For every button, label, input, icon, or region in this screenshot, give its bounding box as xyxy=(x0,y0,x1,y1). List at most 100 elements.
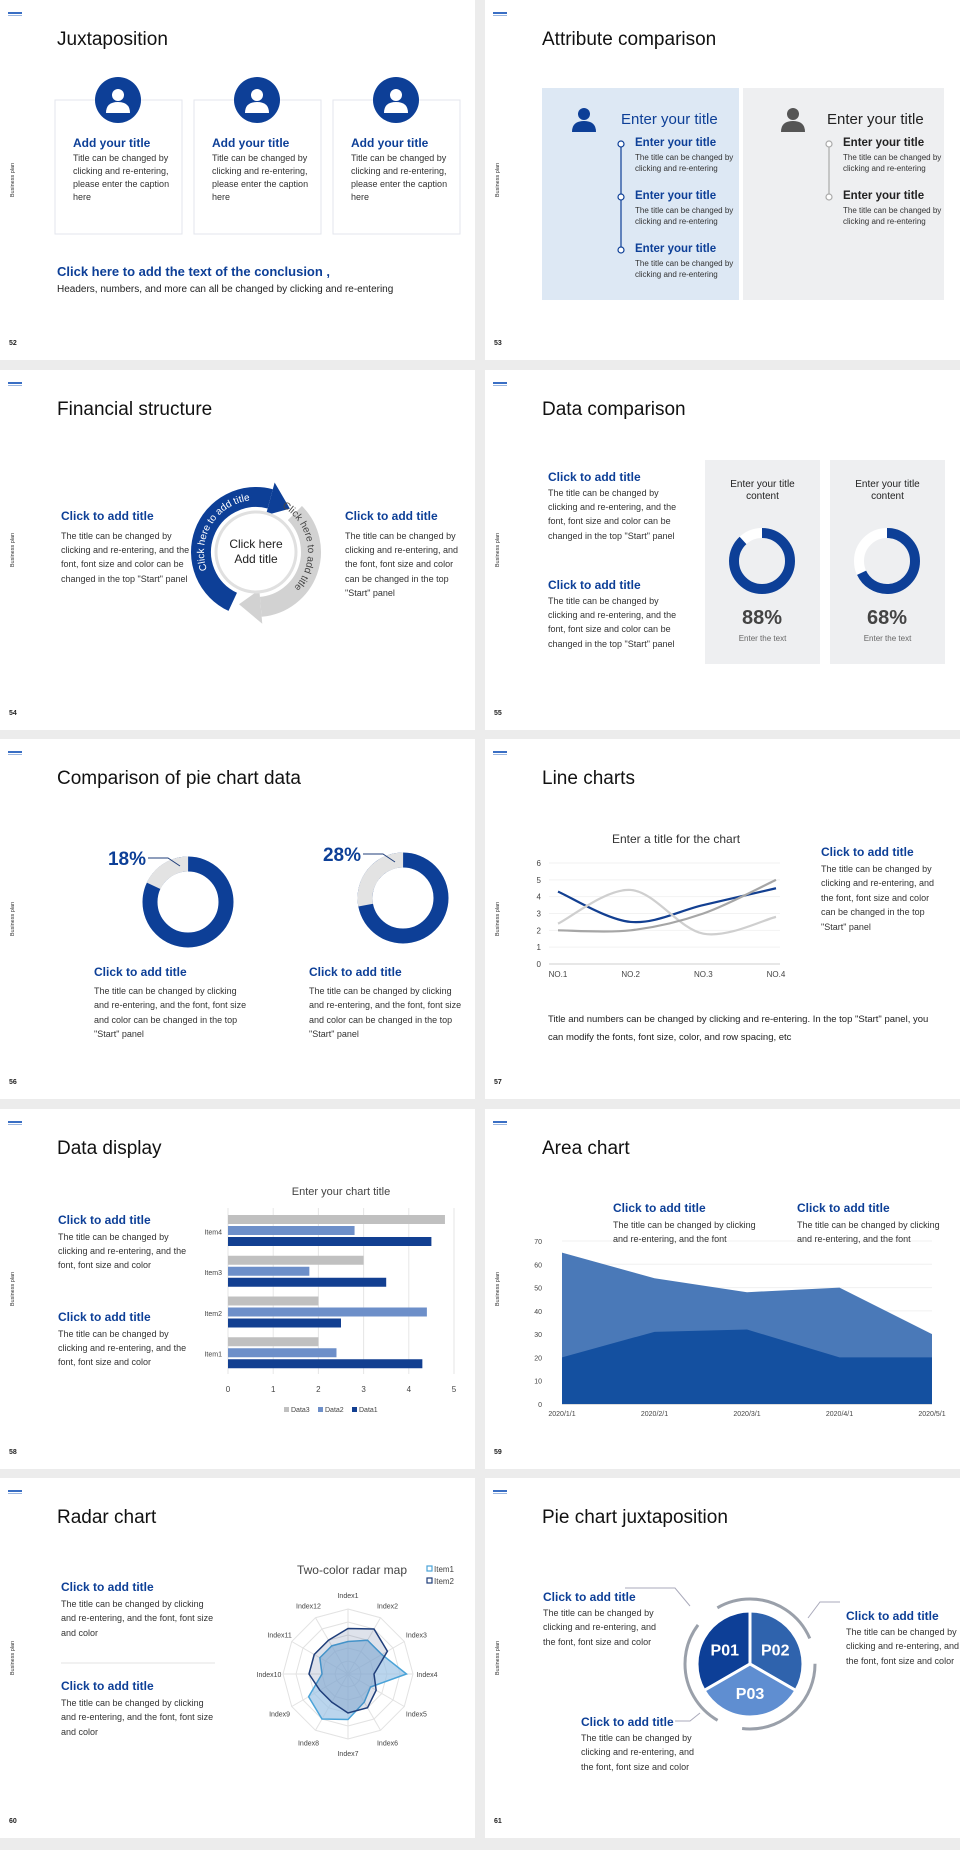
block-text: The title can be changed by clicking and… xyxy=(543,1608,657,1647)
block-title: Click to add title xyxy=(613,1200,706,1215)
icon-body xyxy=(106,102,130,113)
block-text: The title can be changed by clicking and… xyxy=(548,487,677,541)
x-tick-label: NO.3 xyxy=(694,970,713,979)
item-dot xyxy=(825,140,833,148)
y-tick-label: 10 xyxy=(534,1378,542,1385)
logo xyxy=(8,754,22,755)
conclusion-text: Headers, numbers, and more can all be ch… xyxy=(57,284,394,295)
side-label: Business plan xyxy=(495,163,501,197)
logo xyxy=(493,1123,507,1125)
slide-title: Data display xyxy=(57,1137,162,1159)
radar-label: Index8 xyxy=(298,1740,319,1747)
cycle-center xyxy=(214,510,298,593)
legend-swatch xyxy=(284,1406,289,1412)
side-label: Business plan xyxy=(495,1271,501,1305)
radar-label: Index3 xyxy=(406,1633,427,1640)
logo xyxy=(8,1490,22,1492)
x-tick-label: 2020/5/1 xyxy=(918,1411,945,1418)
x-tick-label: 0 xyxy=(226,1385,231,1394)
logo xyxy=(493,1490,507,1492)
item-dot xyxy=(617,246,625,254)
card-caption: Enter the text xyxy=(863,633,912,643)
icon-head xyxy=(251,89,263,101)
item-dot xyxy=(825,193,833,201)
legend-swatch xyxy=(426,1577,433,1584)
block-text: The title can be changed by clicking and… xyxy=(581,1733,695,1772)
slide: Business plan Enter a title for the chart… xyxy=(485,739,960,1099)
donut-value xyxy=(854,527,920,594)
leader-line xyxy=(148,857,181,867)
block-text: The title can be changed by clicking and… xyxy=(61,530,190,584)
slide-title: Financial structure xyxy=(57,398,213,420)
side-label: Business plan xyxy=(10,532,16,566)
card-text: Title can be changed by clicking and re-… xyxy=(73,153,170,203)
conclusion-title: Click here to add the text of the conclu… xyxy=(57,264,331,279)
pie-segment xyxy=(702,1662,798,1719)
bar xyxy=(228,1255,364,1265)
slide-title: Data comparison xyxy=(542,398,686,420)
block-title: Click to add title xyxy=(548,469,641,484)
line-series xyxy=(557,878,777,933)
slide-graphics: Business plan 18% 28% xyxy=(8,751,449,948)
item-title: Enter your title xyxy=(843,190,925,202)
segment-label: P01 xyxy=(711,1642,740,1659)
bar xyxy=(228,1358,423,1368)
y-tick-label: 50 xyxy=(534,1285,542,1292)
logo xyxy=(8,381,22,384)
block-text: The title can be changed by clicking and… xyxy=(797,1219,940,1244)
block-text: The title can be changed by clicking and… xyxy=(613,1219,756,1244)
page-number: 61 xyxy=(494,1818,502,1825)
icon-head xyxy=(787,108,799,120)
area-series xyxy=(562,1328,932,1404)
cycle-arrowhead xyxy=(265,481,290,515)
value-label: 28% xyxy=(323,845,361,866)
bar xyxy=(228,1336,319,1346)
y-tick-label: 70 xyxy=(534,1239,542,1246)
page-number: 54 xyxy=(9,709,17,717)
logo xyxy=(8,12,22,14)
x-tick-label: NO.1 xyxy=(549,970,568,979)
logo xyxy=(8,1120,22,1123)
y-tick-label: 20 xyxy=(534,1355,542,1362)
card-text: Title can be changed by clicking and re-… xyxy=(212,153,309,203)
logo xyxy=(493,1120,507,1123)
slide-graphics: Business plan Enter a title for the chart… xyxy=(493,751,786,979)
y-tick-label: 6 xyxy=(537,859,542,868)
legend-label: Data3 xyxy=(291,1407,310,1414)
item-text: The title can be changed by clicking and… xyxy=(635,153,734,174)
item-dot xyxy=(617,193,625,201)
page-number: 52 xyxy=(9,340,17,347)
icon-head xyxy=(112,89,124,101)
slide-title: Radar chart xyxy=(57,1507,157,1528)
side-label: Business plan xyxy=(10,902,16,936)
slide-title: Juxtaposition xyxy=(57,29,168,50)
side-label: Business plan xyxy=(10,1271,16,1305)
x-tick-label: 2020/1/1 xyxy=(548,1411,575,1418)
segment-label: P03 xyxy=(736,1686,765,1703)
page-number: 55 xyxy=(494,709,502,717)
side-label: Business plan xyxy=(495,1641,501,1675)
slide-graphics: Business plan Two-color radar map Index1 In… xyxy=(8,1490,455,1758)
slide-title: Comparison of pie chart data xyxy=(57,768,301,789)
y-tick-label: 60 xyxy=(534,1262,542,1269)
x-tick-label: 2020/4/1 xyxy=(826,1411,853,1418)
legend-label: Data1 xyxy=(359,1407,378,1414)
slide-graphics: Business plan P01 P02 P03 xyxy=(493,1490,840,1731)
slide: Business plan P01 P02 P03 61 Pie chart juxtap… xyxy=(485,1478,960,1838)
cycle-arrowhead xyxy=(239,589,263,624)
y-tick-label: 1 xyxy=(537,943,542,952)
leader-line xyxy=(675,1712,701,1722)
card-title: Add your title xyxy=(73,136,151,150)
block-title: Click to add title xyxy=(61,1580,154,1594)
y-tick-label: Item4 xyxy=(204,1229,222,1236)
radar-label: Index11 xyxy=(267,1633,291,1640)
page-number: 53 xyxy=(494,340,502,347)
leader-line xyxy=(625,1587,691,1607)
leader-line xyxy=(807,1601,840,1619)
card-heading: Enter your title content xyxy=(730,478,795,503)
block-text: The title can be changed by clicking and… xyxy=(548,595,677,649)
radar-label: Index2 xyxy=(377,1604,398,1611)
value-label: 18% xyxy=(108,849,146,870)
legend-label: Data2 xyxy=(325,1407,344,1414)
x-tick-label: NO.2 xyxy=(621,970,640,979)
